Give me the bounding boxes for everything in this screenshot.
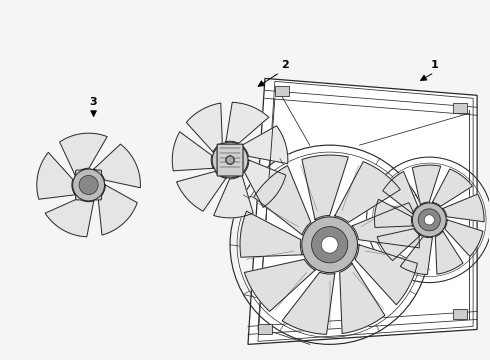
Circle shape [418,209,441,231]
Polygon shape [240,211,302,257]
Circle shape [312,226,348,263]
Polygon shape [445,220,483,257]
Circle shape [424,215,434,225]
Circle shape [80,176,98,194]
Circle shape [321,237,338,253]
Polygon shape [245,260,315,311]
Polygon shape [226,102,269,143]
Polygon shape [443,194,484,222]
Polygon shape [436,231,463,274]
Polygon shape [248,78,477,345]
Polygon shape [94,144,141,188]
Circle shape [212,142,248,178]
Polygon shape [355,245,417,305]
Polygon shape [374,199,413,228]
Polygon shape [45,198,94,237]
Circle shape [226,156,234,164]
Polygon shape [98,185,137,235]
Polygon shape [282,272,335,334]
Circle shape [85,181,93,189]
Polygon shape [245,160,286,207]
Polygon shape [254,166,311,235]
Polygon shape [377,229,420,261]
Circle shape [302,217,358,273]
Polygon shape [302,155,348,219]
Polygon shape [214,175,253,218]
Text: 2: 2 [281,60,289,71]
Polygon shape [242,126,288,164]
Circle shape [220,150,240,170]
Polygon shape [186,103,222,152]
Text: 1: 1 [430,60,438,71]
Polygon shape [172,132,213,171]
Polygon shape [413,165,441,204]
FancyBboxPatch shape [217,144,243,176]
Polygon shape [60,133,107,175]
Polygon shape [383,171,418,214]
FancyBboxPatch shape [275,86,289,96]
Circle shape [73,169,104,201]
Polygon shape [400,237,432,275]
FancyBboxPatch shape [75,170,101,200]
Polygon shape [432,169,472,206]
FancyBboxPatch shape [258,324,272,334]
FancyBboxPatch shape [453,103,467,113]
Polygon shape [37,152,75,199]
Polygon shape [176,171,226,211]
Polygon shape [335,162,400,222]
Circle shape [413,203,446,237]
Circle shape [225,156,235,165]
Polygon shape [340,264,385,333]
FancyBboxPatch shape [453,310,467,319]
Circle shape [79,175,98,194]
Text: 3: 3 [90,97,98,107]
Polygon shape [352,203,419,248]
Circle shape [73,169,104,201]
